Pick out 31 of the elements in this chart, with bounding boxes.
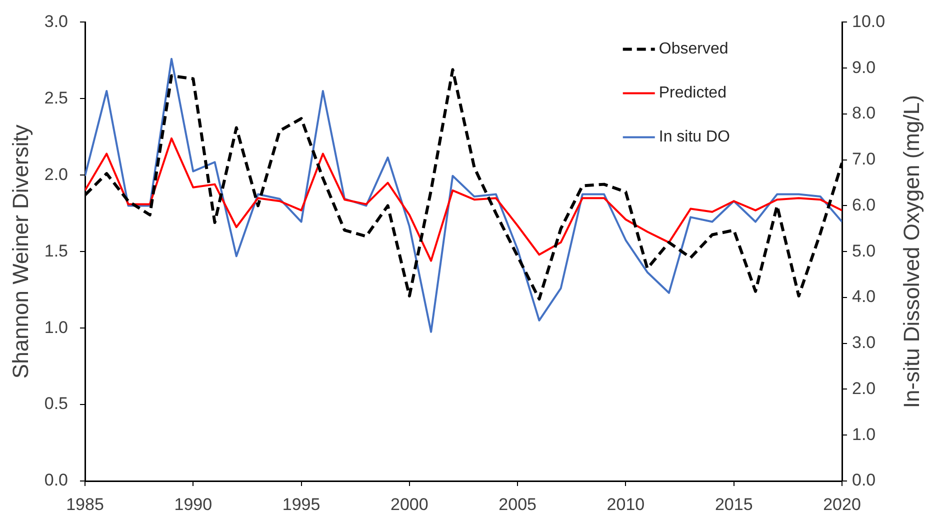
y-tick-label: 1.5 [44, 241, 68, 260]
y-tick-label: 2.0 [44, 164, 68, 184]
y2-tick-label: 1.0 [852, 424, 876, 444]
y2-tick-label: 2.0 [852, 378, 876, 398]
x-tick-label: 2015 [714, 494, 753, 514]
y2-tick-label: 7.0 [852, 150, 876, 169]
y2-axis-title: In-situ Dissolved Oxygen (mg/L) [899, 95, 924, 408]
y-tick-label: 0.0 [44, 470, 68, 490]
y2-tick-label: 0.0 [852, 470, 876, 490]
y2-tick-label: 8.0 [852, 104, 876, 123]
y-tick-label: 2.5 [44, 88, 68, 108]
y2-tick-label: 3.0 [852, 333, 876, 352]
legend-label: Predicted [658, 84, 726, 102]
y2-tick-label: 5.0 [852, 241, 876, 260]
x-tick-label: 1995 [282, 494, 320, 514]
y2-tick-label: 9.0 [852, 58, 876, 77]
y-tick-label: 3.0 [44, 12, 68, 31]
y-axis-title: Shannon Weiner Diversity [8, 124, 34, 379]
y2-tick-label: 4.0 [852, 287, 876, 306]
x-tick-label: 1985 [66, 494, 104, 514]
y-tick-label: 0.5 [44, 394, 68, 414]
x-tick-label: 2000 [390, 494, 428, 514]
x-tick-label: 2005 [498, 494, 536, 514]
y2-tick-label: 6.0 [852, 195, 876, 214]
x-tick-label: 1990 [174, 494, 212, 514]
y2-tick-label: 10.0 [852, 12, 886, 31]
x-tick-label: 2020 [823, 494, 861, 514]
legend-label: Observed [658, 40, 728, 58]
x-tick-label: 2010 [606, 494, 645, 514]
y-tick-label: 1.0 [44, 318, 68, 337]
legend-label: In situ DO [658, 128, 730, 146]
